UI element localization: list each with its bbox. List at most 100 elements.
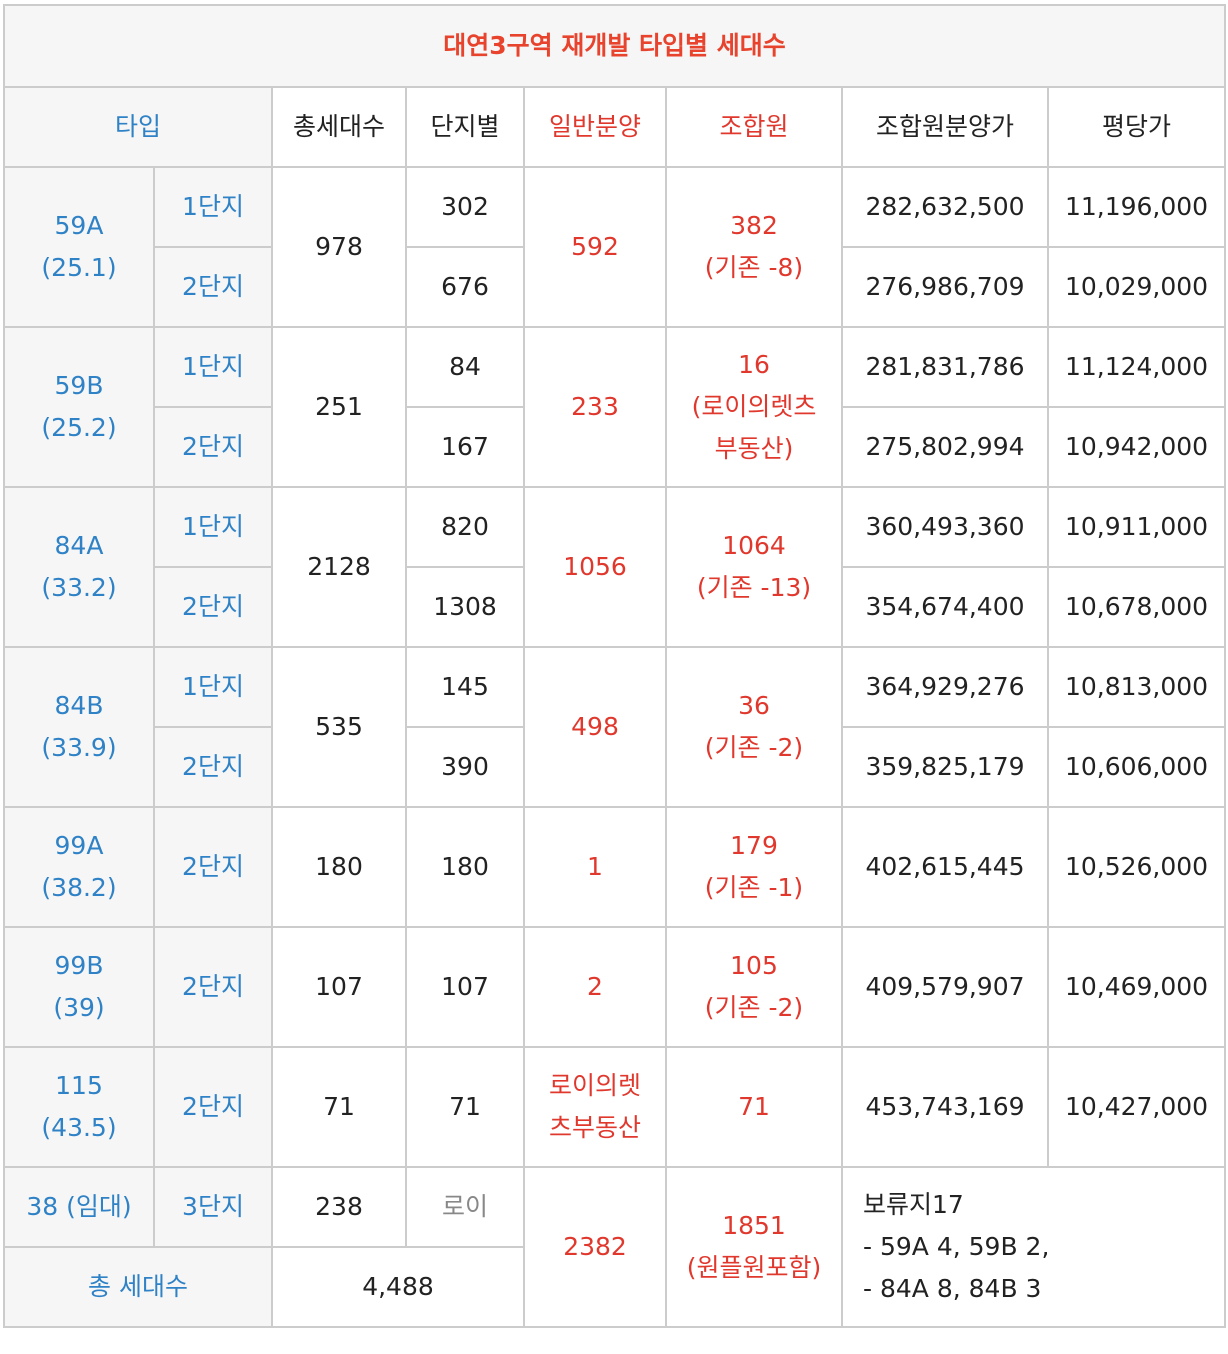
price-per-pyeong-cell: 10,427,000 [1046, 1046, 1227, 1168]
complex-units-cell: 167 [405, 406, 525, 488]
total-label: 총 세대수 [3, 1246, 273, 1328]
total-units-cell: 535 [271, 646, 407, 808]
complex-units-cell: 145 [405, 646, 525, 728]
type-cell: 38 (임대) [3, 1166, 155, 1248]
reserve-note: 보류지17 - 59A 4, 59B 2, - 84A 8, 84B 3 [840, 1166, 1227, 1328]
members-cell: 16 (로이의렛츠 부동산) [665, 326, 843, 488]
type-size: (25.1) [41, 253, 117, 282]
table-row: 59A (25.1) 1단지 978 302 592 382 (기존 -8) 2… [3, 166, 1227, 328]
type-cell: 115 (43.5) [3, 1046, 155, 1168]
summary-members-note: (원플원포함) [686, 1253, 822, 1282]
general-sale-cell: 2 [523, 926, 667, 1048]
type-cell: 59B (25.2) [3, 326, 155, 488]
total-units-cell: 180 [271, 806, 407, 928]
type-name: 84A [54, 531, 104, 560]
complex-cell: 2단지 [153, 806, 273, 928]
table-row: 99A (38.2) 2단지 180 180 1 179 (기존 -1) 402… [3, 806, 1227, 928]
member-price-cell: 282,632,500 [841, 166, 1049, 248]
members-note: (기존 -1) [704, 873, 804, 902]
general-sale-cell: 233 [523, 326, 667, 488]
general-sale-cell: 1056 [523, 486, 667, 648]
reserve-note-line: - 59A 4, 59B 2, [863, 1232, 1050, 1261]
members-cell: 1064 (기존 -13) [665, 486, 843, 648]
complex-cell: 2단지 [153, 926, 273, 1048]
member-price-cell: 360,493,360 [841, 486, 1049, 568]
table-row: 99B (39) 2단지 107 107 2 105 (기존 -2) 409,5… [3, 926, 1227, 1048]
members-count: 179 [730, 831, 778, 860]
members-cell: 382 (기존 -8) [665, 166, 843, 328]
reserve-note-line: - 84A 8, 84B 3 [863, 1274, 1042, 1303]
members-count: 105 [730, 951, 778, 980]
general-sale-cell: 1 [523, 806, 667, 928]
type-name: 59A [54, 211, 104, 240]
complex-units-cell: 820 [405, 486, 525, 568]
complex-units-cell: 1308 [405, 566, 525, 648]
header-by-complex: 단지별 [405, 86, 525, 168]
table-title: 대연3구역 재개발 타입별 세대수 [2, 4, 1227, 88]
complex-cell: 2단지 [153, 566, 273, 648]
price-per-pyeong-cell: 10,911,000 [1046, 486, 1227, 568]
members-cell: 71 [665, 1046, 843, 1168]
reserve-note-title: 보류지17 [863, 1190, 964, 1219]
general-sale-text-cont: 츠부동산 [548, 1113, 641, 1142]
type-size: (43.5) [41, 1113, 117, 1142]
complex-cell: 2단지 [153, 1046, 273, 1168]
price-per-pyeong-cell: 10,678,000 [1046, 566, 1227, 648]
type-size: (38.2) [41, 873, 117, 902]
members-note-cont: 부동산) [714, 434, 794, 463]
total-units-cell: 978 [271, 166, 407, 328]
member-price-cell: 409,579,907 [841, 926, 1049, 1048]
price-per-pyeong-cell: 11,196,000 [1046, 166, 1227, 248]
total-units-cell: 238 [271, 1166, 407, 1248]
members-note: (기존 -13) [696, 573, 812, 602]
complex-cell: 3단지 [153, 1166, 273, 1248]
type-name: 99A [54, 831, 104, 860]
member-price-cell: 402,615,445 [841, 806, 1049, 928]
general-sale-cell: 498 [523, 646, 667, 808]
members-cell: 179 (기존 -1) [665, 806, 843, 928]
header-type: 타입 [3, 86, 273, 168]
complex-cell: 1단지 [153, 486, 273, 568]
header-total-units: 총세대수 [271, 86, 407, 168]
complex-cell: 1단지 [153, 646, 273, 728]
members-count: 1064 [722, 531, 786, 560]
complex-units-cell: 302 [405, 166, 525, 248]
table-row: 2단지 167 275,802,994 10,942,000 [4, 406, 1227, 488]
summary-members: 1851 (원플원포함) [665, 1166, 843, 1328]
table-row: 2단지 1308 354,674,400 10,678,000 [4, 566, 1227, 648]
member-price-cell: 354,674,400 [841, 566, 1049, 648]
type-size: (25.2) [41, 413, 117, 442]
members-note: (기존 -2) [704, 993, 804, 1022]
general-sale-text: 로이의렛 [548, 1071, 641, 1100]
members-count: 16 [738, 350, 770, 379]
price-per-pyeong-cell: 11,124,000 [1046, 326, 1227, 408]
complex-units-cell: 84 [405, 326, 525, 408]
complex-cell: 2단지 [153, 726, 273, 808]
complex-units-cell: 107 [405, 926, 525, 1048]
header-price-per-pyeong: 평당가 [1046, 86, 1227, 168]
complex-cell: 1단지 [153, 166, 273, 248]
complex-cell: 2단지 [153, 406, 273, 488]
member-price-cell: 276,986,709 [841, 246, 1049, 328]
complex-cell: 1단지 [153, 326, 273, 408]
header-members: 조합원 [665, 86, 843, 168]
table-row: 38 (임대) 3단지 238 로이 2382 1851 (원플원포함) 보류지… [3, 1166, 1227, 1328]
members-note: (기존 -8) [704, 253, 804, 282]
complex-units-cell: 180 [405, 806, 525, 928]
general-sale-cell: 로이의렛 츠부동산 [523, 1046, 667, 1168]
table-row: 84B (33.9) 1단지 535 145 498 36 (기존 -2) 36… [3, 646, 1227, 808]
member-price-cell: 275,802,994 [841, 406, 1049, 488]
header-member-price: 조합원분양가 [841, 86, 1049, 168]
member-price-cell: 364,929,276 [841, 646, 1049, 728]
table-row: 115 (43.5) 2단지 71 71 로이의렛 츠부동산 71 453,74… [3, 1046, 1227, 1168]
type-name: 59B [54, 371, 104, 400]
complex-units-cell: 676 [405, 246, 525, 328]
total-units-cell: 251 [271, 326, 407, 488]
summary-general-sale: 2382 [523, 1166, 667, 1328]
price-per-pyeong-cell: 10,606,000 [1046, 726, 1227, 808]
member-price-cell: 281,831,786 [841, 326, 1049, 408]
price-per-pyeong-cell: 10,526,000 [1046, 806, 1227, 928]
members-note: (로이의렛츠 [691, 392, 817, 421]
total-units-cell: 2128 [271, 486, 407, 648]
complex-units-cell: 로이 [405, 1166, 525, 1248]
